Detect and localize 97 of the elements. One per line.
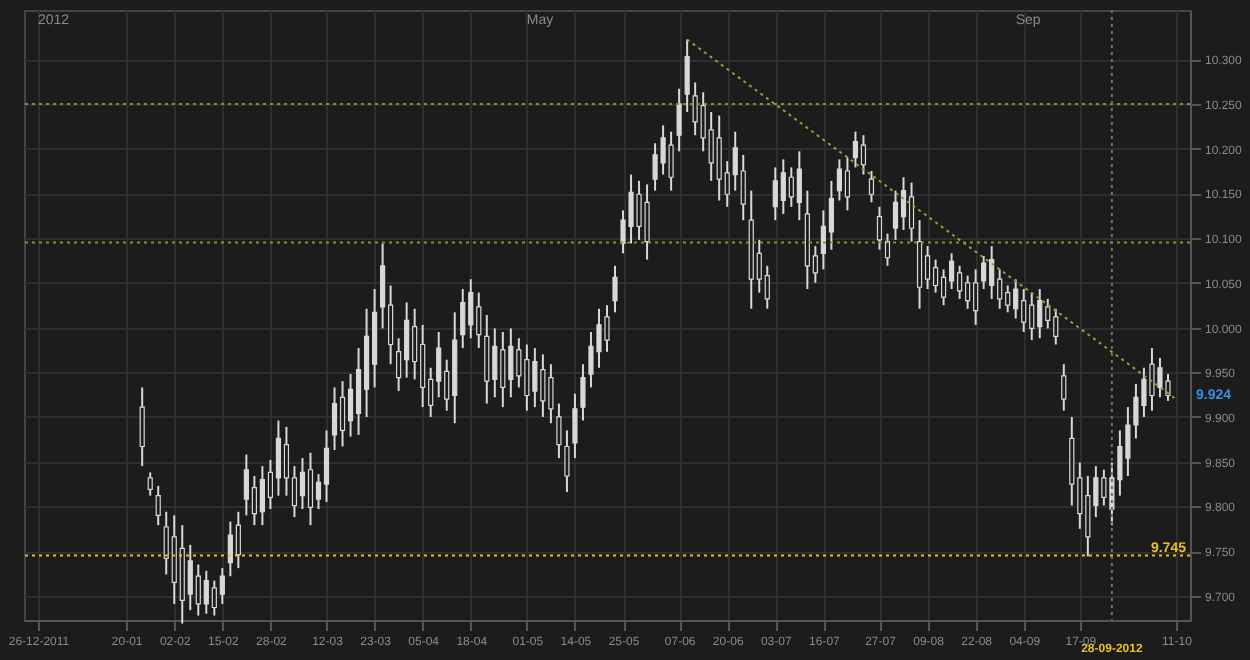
candlestick [404,301,410,379]
candlestick [932,258,939,294]
candlestick [1013,278,1019,320]
candlestick [147,471,153,497]
candlestick [660,124,666,176]
candlestick [1101,468,1107,507]
candlestick [1021,288,1027,333]
candlestick [163,510,169,576]
candlestick [187,543,193,612]
candlestick [476,291,482,350]
candlestick [852,130,859,169]
candlestick [420,323,426,409]
candlestick [644,183,650,261]
candlestick [652,142,658,192]
candlestick [243,453,249,517]
candlestick [836,158,843,202]
candlestick [772,166,778,222]
candlestick [564,429,570,494]
candlestick [676,87,682,153]
candlestick [171,514,177,605]
candlestick [524,343,530,412]
candlestick [460,288,466,350]
candlestick [828,179,834,251]
candlestick [323,429,330,503]
candlestick [844,156,851,212]
candlestick [548,363,554,425]
candlestick [540,353,546,418]
candlestick [788,166,794,208]
candlestick [139,386,145,468]
candlestick [1037,288,1043,340]
candlestick [580,363,586,422]
candlestick [203,569,209,615]
candlestick [949,252,955,291]
candlestick [868,170,875,204]
candlestick [1085,475,1091,558]
candlestick [275,419,282,497]
candlestick [211,579,217,617]
candlestick [916,219,923,310]
candlestick [981,254,987,291]
candlestick [259,465,265,527]
candlestick [1149,347,1155,412]
candlestick [604,304,610,353]
candlestick [612,264,618,314]
candlestick [740,153,746,222]
candlestick [195,563,201,617]
candlestick [412,307,418,381]
candlestick [628,173,634,245]
candlestick [957,264,963,300]
candlestick [796,150,802,222]
candlestick [219,567,225,605]
candlestick [572,392,578,460]
candlestick [307,451,314,527]
candlestick [1157,356,1163,399]
candlestick [596,307,602,369]
candlestick [235,510,241,570]
candlestick [155,484,161,527]
candlestick [924,245,931,291]
candlestick [1069,415,1075,507]
candlestick [1165,373,1171,402]
candlestick [708,110,714,182]
candlestick [892,189,899,241]
candlestick [299,457,306,511]
candlestick [1045,297,1051,330]
candlestick [339,380,346,448]
candlestick [227,520,233,578]
candlestick [1053,307,1059,346]
candlestick [331,386,338,452]
candlestick [668,130,674,192]
candlestick [780,158,786,215]
candlestick [973,268,979,326]
candlestick [516,337,522,389]
candlestick [876,205,883,251]
candlestick [500,330,506,409]
candlestick [347,373,354,438]
candlestick [1029,291,1035,342]
candlestick [900,176,907,232]
candlestick [1005,284,1011,314]
candlestick [684,38,690,113]
candlestick [556,402,562,460]
candlestick [716,114,722,202]
candlestick [989,245,995,300]
candlestick [908,181,915,243]
candlestick [1061,363,1067,412]
candlestick [692,81,698,137]
candlestick [1141,366,1147,418]
candlestick [492,327,498,399]
candlestick [965,274,971,310]
candlestick [532,347,538,409]
candlestick [436,330,442,399]
candlestick [940,268,947,307]
candlestick [588,330,594,389]
candlestick [860,134,867,176]
candlestick [251,475,257,527]
candlestick [468,278,474,340]
candlestick [636,179,642,241]
candlestick [508,327,514,399]
candlestick [484,314,490,405]
